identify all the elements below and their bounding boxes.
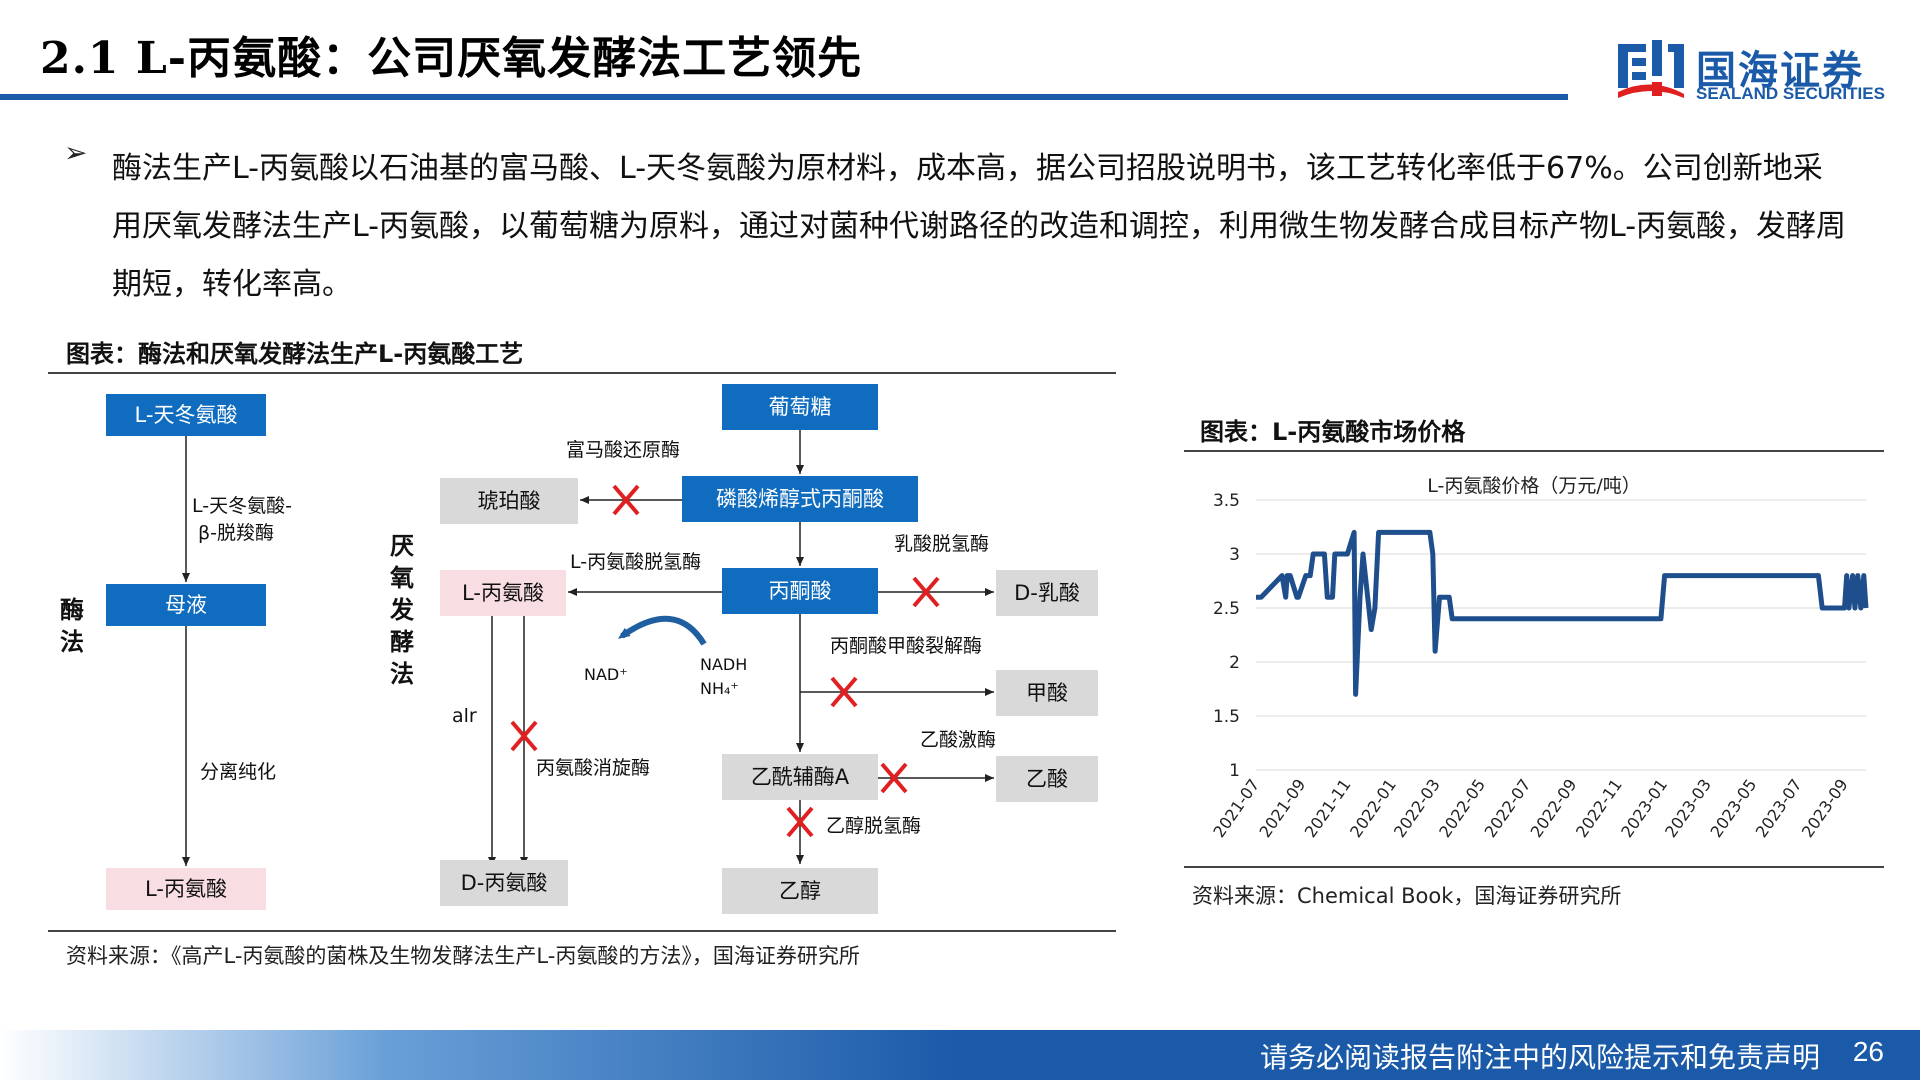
y-tick-label: 1 — [1229, 761, 1240, 781]
alr-gene-label: alr — [452, 705, 477, 727]
lactate-dehydrogenase-label: 乳酸脱氢酶 — [894, 533, 989, 555]
figure-left-bottom-rule — [48, 930, 1116, 932]
enzyme-label-char: 法 — [60, 628, 84, 656]
price-line-chart: L-丙氨酸价格（万元/吨） 1 1.5 2 2.5 3 3.5 2021-072021-0… — [1209, 475, 1869, 841]
nadh-label: NADH — [700, 655, 747, 674]
enzyme-label-char: 酶 — [60, 596, 84, 624]
chart-title: L-丙氨酸价格（万元/吨） — [1427, 475, 1641, 497]
figure-right-top-rule — [1184, 450, 1884, 452]
box-pyruvate-label: 丙酮酸 — [769, 579, 832, 603]
box-ethanol — [722, 868, 878, 914]
price-series-line — [1256, 529, 1869, 697]
box-ethanol-label: 乙醇 — [779, 879, 821, 903]
box-acetate-label: 乙酸 — [1026, 767, 1068, 791]
box-l-alanine-enzyme-label: L-丙氨酸 — [145, 877, 227, 901]
y-tick-label: 3.5 — [1213, 491, 1240, 511]
anaerobic-label-char: 法 — [390, 660, 414, 688]
alanine-racemase-label: 丙氨酸消旋酶 — [536, 757, 650, 779]
blocked-x-icon — [912, 576, 940, 608]
box-pyruvate — [722, 568, 878, 614]
box-succinate — [440, 478, 578, 524]
box-acetyl-coa-label: 乙酰辅酶A — [751, 765, 850, 789]
chart-gridlines — [1256, 499, 1866, 771]
page-title: 2.1 L-丙氨酸：公司厌氧发酵法工艺领先 — [40, 33, 863, 84]
footer-bar — [0, 1030, 1920, 1080]
box-mother-liquor-label: 母液 — [165, 593, 207, 617]
box-mother-liquor — [106, 584, 266, 626]
blocked-x-icon — [830, 676, 858, 708]
footer-disclaimer: 请务必阅读报告附注中的风险提示和免责声明 — [1259, 1041, 1820, 1074]
logo-text-cn: 国海证券 — [1696, 48, 1864, 94]
process-diagram: 酶 法 L-天冬氨酸 L-天冬氨酸- β-脱羧酶 母液 分离纯化 L-丙氨酸 厌… — [60, 384, 1098, 914]
nh4-label: NH₄⁺ — [700, 679, 739, 698]
y-tick-label: 3 — [1229, 545, 1240, 565]
box-l-aspartate — [106, 394, 266, 436]
box-l-alanine — [440, 570, 566, 616]
box-acetyl-coa — [722, 754, 878, 800]
fumarate-reductase-label: 富马酸还原酶 — [566, 439, 680, 461]
chart-x-ticks: 2021-072021-092021-112022-012022-032022-… — [1209, 775, 1851, 841]
blocked-x-icon — [510, 720, 538, 752]
box-l-alanine-label: L-丙氨酸 — [462, 581, 544, 605]
x-tick-label: 2023-07 — [1752, 775, 1806, 841]
box-glucose-label: 葡萄糖 — [769, 395, 832, 419]
chart-y-ticks: 1 1.5 2 2.5 3 3.5 — [1213, 491, 1240, 781]
figure-left-title: 图表：酶法和厌氧发酵法生产L-丙氨酸工艺 — [66, 340, 524, 368]
box-l-alanine-enzyme — [106, 868, 266, 910]
blocked-x-icon — [786, 806, 814, 838]
enzyme-decarboxylase-label-2: β-脱羧酶 — [198, 522, 274, 544]
box-pep — [682, 476, 918, 522]
figure-right-bottom-rule — [1184, 866, 1884, 868]
title-divider — [0, 94, 1568, 100]
box-d-lactate-label: D-乳酸 — [1014, 581, 1080, 605]
box-formate — [996, 670, 1098, 716]
cofactor-cycle-arrow-icon — [617, 615, 707, 646]
l-alanine-dehydrogenase-label: L-丙氨酸脱氢酶 — [570, 551, 701, 573]
box-d-alanine — [440, 860, 568, 906]
y-tick-label: 2 — [1229, 653, 1240, 673]
box-succinate-label: 琥珀酸 — [478, 489, 541, 513]
box-l-aspartate-label: L-天冬氨酸 — [135, 403, 238, 427]
page-number: 26 — [1852, 1036, 1884, 1067]
body-paragraph: 酶法生产L-丙氨酸以石油基的富马酸、L-天冬氨酸为原材料，成本高，据公司招股说明… — [112, 151, 1847, 302]
box-formate-label: 甲酸 — [1026, 681, 1068, 705]
box-pep-label: 磷酸烯醇式丙酮酸 — [716, 487, 884, 511]
logo-text-en: SEALAND SECURITIES — [1696, 84, 1885, 103]
box-glucose — [722, 384, 878, 430]
x-tick-label: 2022-07 — [1481, 775, 1535, 841]
x-tick-label: 2021-07 — [1209, 775, 1263, 841]
anaerobic-method-label: 厌 氧 发 酵 法 — [389, 532, 414, 688]
y-tick-label: 2.5 — [1213, 599, 1240, 619]
enzyme-method-label: 酶 法 — [60, 596, 84, 656]
figure-right-title: 图表：L-丙氨酸市场价格 — [1200, 418, 1466, 446]
alcohol-dehydrogenase-label: 乙醇脱氢酶 — [826, 815, 921, 837]
pfl-label: 丙酮酸甲酸裂解酶 — [830, 635, 982, 657]
figure-left-top-rule — [48, 372, 1116, 374]
purification-step-label: 分离纯化 — [200, 761, 276, 783]
acetate-kinase-label: 乙酸激酶 — [920, 729, 996, 751]
x-tick-label: 2023-09 — [1798, 775, 1852, 841]
anaerobic-label-char: 发 — [389, 596, 414, 624]
box-d-alanine-label: D-丙氨酸 — [461, 871, 548, 895]
box-acetate — [996, 756, 1098, 802]
company-logo: 国海证券 SEALAND SECURITIES — [1612, 36, 1892, 106]
figure-right-source: 资料来源：Chemical Book，国海证券研究所 — [1192, 884, 1622, 908]
blocked-x-icon — [612, 484, 640, 516]
enzyme-decarboxylase-label-1: L-天冬氨酸- — [192, 495, 292, 517]
nad-label: NAD⁺ — [584, 665, 628, 684]
anaerobic-label-char: 酵 — [390, 628, 414, 656]
anaerobic-label-char: 厌 — [390, 532, 414, 560]
blocked-x-icon — [880, 762, 908, 794]
y-tick-label: 1.5 — [1213, 707, 1240, 727]
box-d-lactate — [996, 570, 1098, 616]
logo-mark-icon — [1618, 40, 1684, 98]
anaerobic-label-char: 氧 — [390, 564, 414, 592]
bullet-arrow-icon: ➢ — [64, 136, 88, 169]
figure-left-source: 资料来源：《高产L-丙氨酸的菌株及生物发酵法生产L-丙氨酸的方法》，国海证券研究… — [66, 944, 860, 968]
